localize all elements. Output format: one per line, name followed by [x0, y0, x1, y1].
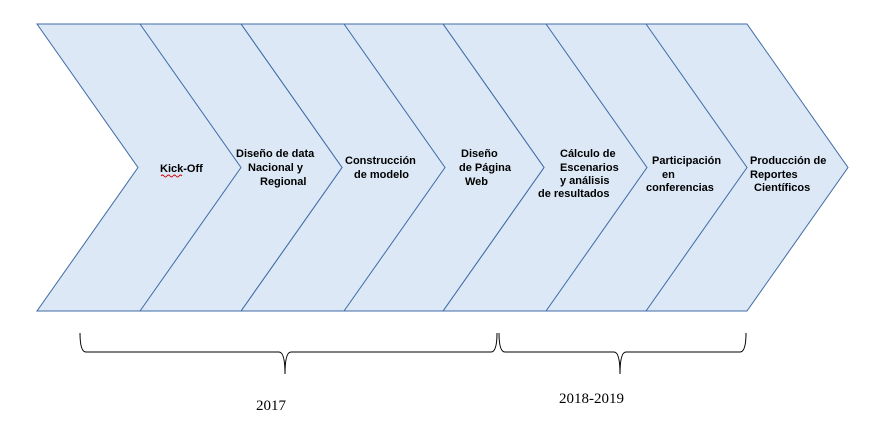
period-bracket-2018-2019	[498, 332, 747, 375]
process-chevron	[36, 23, 242, 312]
step-label-diseno-pagina-web: Diseño de Página Web	[459, 148, 514, 188]
period-bracket-2017	[79, 332, 498, 375]
step-label-kick-off: Kick-Off	[160, 163, 203, 175]
period-label-2017: 2017	[256, 398, 287, 414]
step-label-calculo-escenarios: Cálculo de Escenarios y análisis de resu…	[538, 148, 622, 200]
process-chevrons	[36, 23, 849, 312]
period-brackets	[79, 332, 747, 375]
period-label-2018-2019: 2018-2019	[559, 391, 624, 407]
step-label-diseno-de-data: Diseño de data Nacional y Regional	[236, 148, 317, 188]
step-label-construccion: Construcción de modelo	[345, 155, 419, 181]
spellcheck-underline	[160, 174, 183, 178]
step-label-produccion-reportes: Producción de Reportes Científicos	[750, 155, 829, 194]
step-label-participacion: Participación en conferencias	[646, 155, 724, 194]
